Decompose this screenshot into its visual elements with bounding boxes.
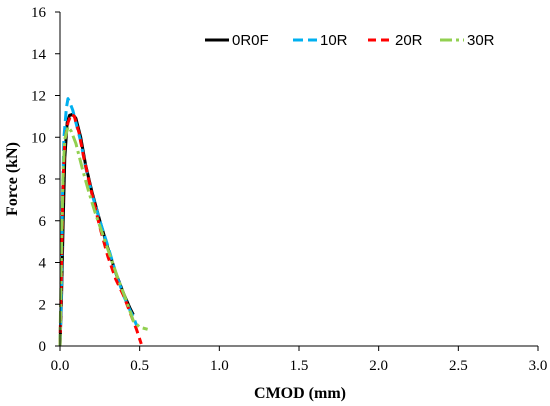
series-line-20r <box>58 112 143 347</box>
x-tick-label: 3.0 <box>529 358 548 374</box>
x-tick-label: 2.0 <box>369 358 388 374</box>
legend-label-20r: 20R <box>395 32 423 49</box>
y-axis-title: Force (kN) <box>4 142 21 216</box>
legend-label-30r: 30R <box>467 32 495 49</box>
y-tick-label: 8 <box>39 172 47 188</box>
y-tick-label: 0 <box>39 339 47 355</box>
legend-label-0r0f: 0R0F <box>232 32 269 49</box>
x-tick-label: 0.5 <box>130 358 149 374</box>
x-tick-label: 1.5 <box>290 358 309 374</box>
y-tick-label: 6 <box>39 214 47 230</box>
y-tick-label: 14 <box>31 47 47 63</box>
x-tick-label: 1.0 <box>210 358 229 374</box>
y-tick-label: 10 <box>31 130 46 146</box>
y-tick-label: 4 <box>39 256 47 272</box>
series-line-0r0f <box>58 112 135 347</box>
y-tick-label: 12 <box>31 89 46 105</box>
legend-label-10r: 10R <box>320 32 348 49</box>
y-tick-label: 2 <box>39 297 47 313</box>
x-tick-label: 0.0 <box>51 358 70 374</box>
x-tick-label: 2.5 <box>449 358 468 374</box>
legend: 0R0F 10R 20R 30R <box>205 32 495 49</box>
axes-layer: 0 2 4 6 8 10 12 14 16 0.0 0.5 1.0 1.5 2.0 2.5 3.0 <box>31 5 547 374</box>
series-layer <box>58 97 149 347</box>
x-axis-title: CMOD (mm) <box>254 385 346 402</box>
y-tick-label: 16 <box>31 5 47 21</box>
